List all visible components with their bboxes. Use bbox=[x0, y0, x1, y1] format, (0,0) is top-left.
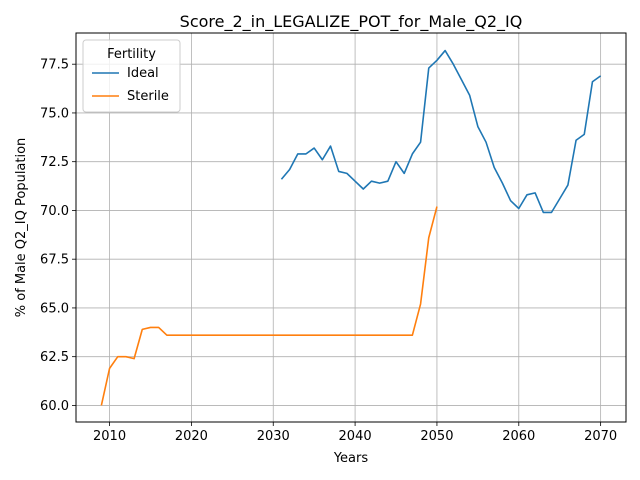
y-tick-label: 75.0 bbox=[40, 106, 69, 121]
y-tick-label: 77.5 bbox=[40, 58, 69, 73]
x-tick-label: 2010 bbox=[93, 429, 126, 444]
series-line-sterile bbox=[100, 206, 438, 406]
y-tick-label: 60.0 bbox=[40, 399, 69, 414]
y-axis-label: % of Male Q2_IQ Population bbox=[14, 138, 29, 318]
x-axis-label: Years bbox=[333, 451, 369, 466]
series-line-ideal bbox=[280, 49, 602, 214]
y-tick-label: 72.5 bbox=[40, 155, 69, 170]
x-tick-label: 2060 bbox=[502, 429, 535, 444]
legend-label-ideal: Ideal bbox=[127, 66, 159, 81]
legend-title: Fertility bbox=[107, 47, 156, 62]
x-tick-label: 2050 bbox=[420, 429, 453, 444]
plot-frame bbox=[75, 32, 627, 423]
y-tick-label: 65.0 bbox=[40, 301, 69, 316]
y-tick-label: 62.5 bbox=[40, 350, 69, 365]
legend-label-sterile: Sterile bbox=[127, 89, 169, 104]
y-tick-label: 67.5 bbox=[40, 253, 69, 268]
y-axis-ticks: 60.0 62.5 65.0 67.5 70.0 72.5 75.0 77.5 bbox=[40, 58, 76, 414]
x-tick-label: 2020 bbox=[175, 429, 208, 444]
x-tick-label: 2040 bbox=[339, 429, 372, 444]
legend-box bbox=[82, 39, 181, 113]
x-tick-label: 2070 bbox=[584, 429, 617, 444]
y-tick-label: 70.0 bbox=[40, 204, 69, 219]
x-axis-ticks: 2010 2020 2030 2040 2050 2060 2070 bbox=[93, 422, 617, 444]
chart-title: Score_2_in_LEGALIZE_POT_for_Male_Q2_IQ bbox=[180, 12, 523, 32]
grid-lines bbox=[76, 33, 626, 422]
series-lines bbox=[100, 49, 602, 406]
legend: Fertility Ideal Sterile bbox=[82, 39, 181, 113]
x-tick-label: 2030 bbox=[257, 429, 290, 444]
